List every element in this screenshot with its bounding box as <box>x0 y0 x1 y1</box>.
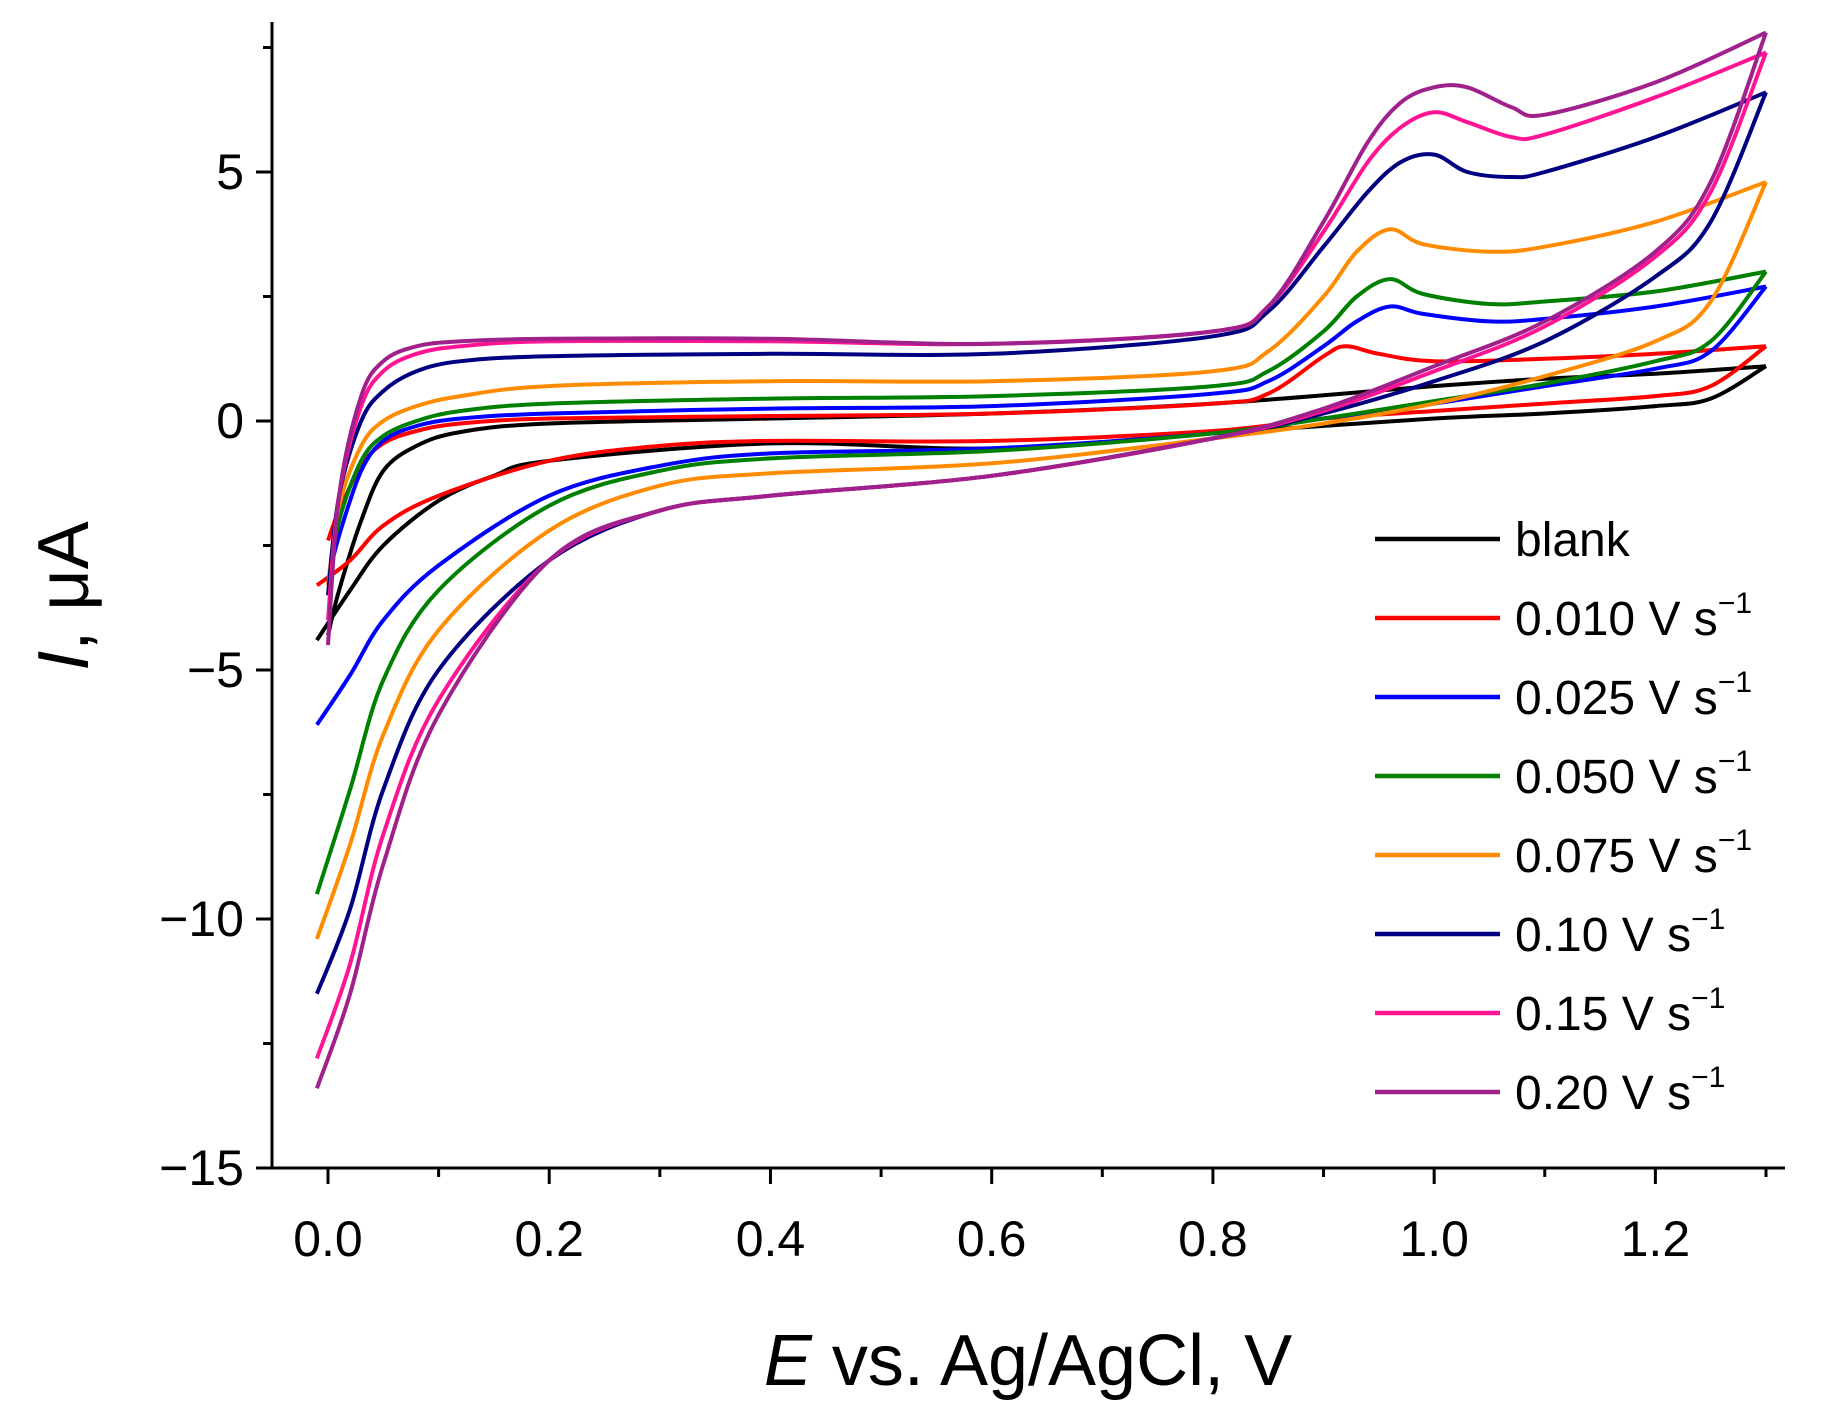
legend-label: 0.15 V s−1 <box>1515 982 1725 1041</box>
legend-label-sup: −1 <box>1691 982 1725 1015</box>
series-line-forward <box>326 180 1767 586</box>
legend-label: 0.025 V s−1 <box>1515 666 1752 725</box>
series-3 <box>314 269 1768 895</box>
legend-label-text: 0.20 V s <box>1515 1067 1691 1120</box>
legend-item: 0.15 V s−1 <box>1375 982 1725 1041</box>
legend-label: 0.010 V s−1 <box>1515 587 1752 646</box>
y-tick-label: −5 <box>187 642 244 698</box>
axes: 0.0 0.2 0.4 0.6 0.8 1.0 1.2 −15 −10 −5 0 5 <box>159 22 1785 1267</box>
legend-item: 0.025 V s−1 <box>1375 666 1752 725</box>
legend-label-text: 0.050 V s <box>1515 751 1718 804</box>
legend-item: 0.075 V s−1 <box>1375 824 1752 883</box>
y-tick-label: −15 <box>159 1140 244 1196</box>
legend-item: blank <box>1375 514 1631 567</box>
series-line-reverse <box>314 270 1768 895</box>
legend-label-sup: −1 <box>1718 745 1752 778</box>
x-axis-title-symbol: E <box>764 1321 813 1401</box>
legend-item: 0.050 V s−1 <box>1375 745 1752 804</box>
legend-label-text: 0.15 V s <box>1515 988 1691 1041</box>
legend-label-sup: −1 <box>1718 666 1752 699</box>
x-tick-label: 0.4 <box>736 1211 806 1267</box>
y-axis-title-text: , μA <box>24 521 104 651</box>
series-line-reverse <box>315 181 1768 940</box>
series-line-forward <box>326 344 1767 542</box>
x-tick-label: 0.2 <box>514 1211 584 1267</box>
x-tick-label: 0.6 <box>957 1211 1027 1267</box>
y-tick-label: 5 <box>216 144 244 200</box>
y-tick-label: 0 <box>216 393 244 449</box>
legend-label-sup: −1 <box>1718 824 1752 857</box>
legend-item: 0.010 V s−1 <box>1375 587 1752 646</box>
y-axis-title-symbol: I <box>24 651 104 671</box>
series-4 <box>315 180 1768 940</box>
series-2 <box>315 284 1768 726</box>
legend-label: 0.050 V s−1 <box>1515 745 1752 804</box>
series-1 <box>315 344 1768 587</box>
legend-label-sup: −1 <box>1691 903 1725 936</box>
legend-label: 0.075 V s−1 <box>1515 824 1752 883</box>
legend-label-text: 0.010 V s <box>1515 593 1718 646</box>
series-line-reverse <box>315 344 1768 587</box>
series-7 <box>315 30 1768 1089</box>
x-axis-title-text: vs. Ag/AgCl, V <box>812 1321 1292 1401</box>
series-line-forward <box>326 269 1767 586</box>
legend-label-text: 0.075 V s <box>1515 830 1718 883</box>
series-line-forward <box>326 284 1767 581</box>
legend-label-text: blank <box>1515 514 1631 567</box>
legend-item: 0.20 V s−1 <box>1375 1061 1725 1120</box>
x-tick-label: 0.8 <box>1178 1211 1248 1267</box>
legend-item: 0.10 V s−1 <box>1375 903 1725 962</box>
y-tick-label: −10 <box>159 891 244 947</box>
series-line-reverse <box>315 31 1768 1089</box>
legend-label: 0.10 V s−1 <box>1515 903 1725 962</box>
series-line-reverse <box>315 285 1768 726</box>
legend-label-sup: −1 <box>1691 1061 1725 1094</box>
x-tick-label: 1.2 <box>1621 1211 1691 1267</box>
series-line-forward <box>326 30 1767 646</box>
legend-label: 0.20 V s−1 <box>1515 1061 1725 1120</box>
legend-label-text: 0.025 V s <box>1515 672 1718 725</box>
x-tick-label: 0.0 <box>293 1211 363 1267</box>
y-axis-title: I, μA <box>24 521 104 671</box>
x-axis-title: E vs. Ag/AgCl, V <box>764 1321 1292 1401</box>
legend-label-sup: −1 <box>1718 587 1752 620</box>
legend-label-text: 0.10 V s <box>1515 909 1691 962</box>
plot-series <box>314 30 1768 1089</box>
x-tick-label: 1.0 <box>1399 1211 1469 1267</box>
legend-label: blank <box>1515 514 1631 567</box>
series-line-forward <box>326 90 1767 596</box>
